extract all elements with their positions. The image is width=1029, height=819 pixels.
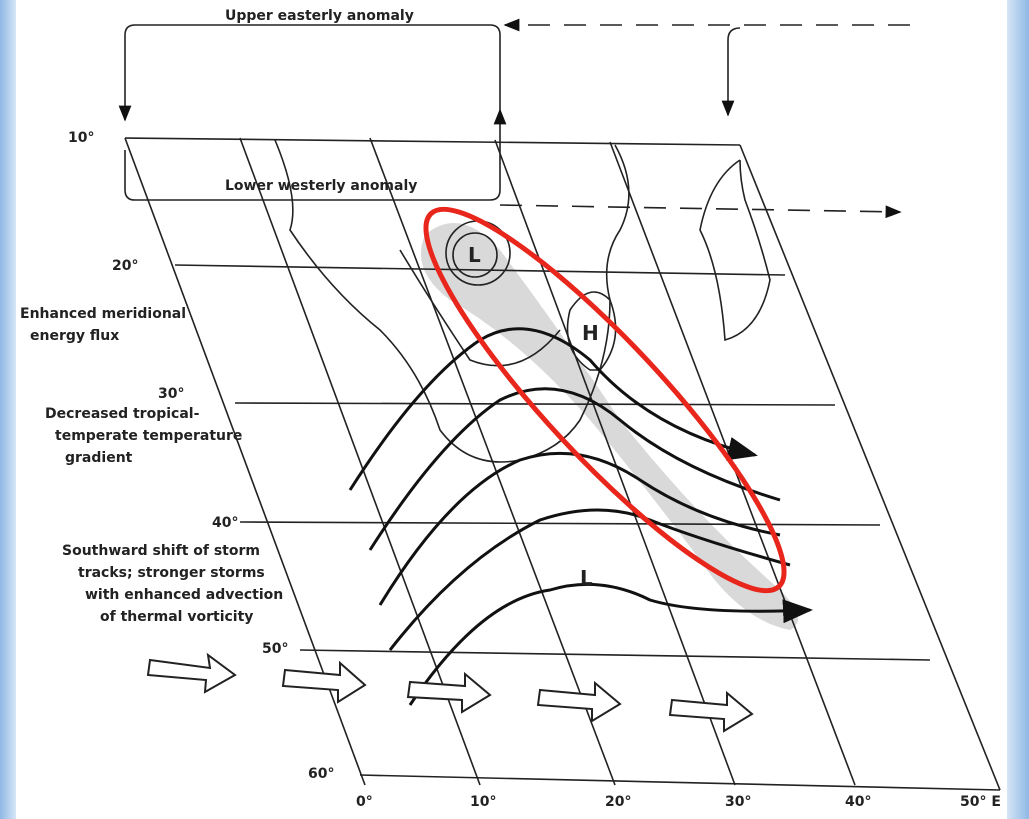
- lat-label: 50°: [262, 641, 288, 657]
- flow-label: Upper easterly anomaly: [225, 8, 414, 24]
- lon-label: 50° E: [960, 794, 1001, 810]
- lat-label: 10°: [68, 130, 94, 146]
- hollow-arrows: [148, 655, 752, 731]
- annotation: Southward shift of storm tracks; stronge…: [62, 543, 288, 625]
- lon-label: 20°: [605, 794, 631, 810]
- lon-label: 30°: [725, 794, 751, 810]
- pressure-label: H: [582, 321, 599, 345]
- annotation: Enhanced meridional energy flux: [20, 306, 191, 344]
- lon-label: 10°: [470, 794, 496, 810]
- diagram: Upper easterly anomaly Lower westerly an…: [0, 0, 1029, 819]
- lat-label: 20°: [112, 258, 138, 274]
- flow-label: Lower westerly anomaly: [225, 178, 417, 194]
- pressure-label: L: [468, 243, 481, 267]
- lat-label: 60°: [308, 766, 334, 782]
- pressure-label: L: [580, 566, 593, 590]
- lat-label: 30°: [158, 386, 184, 402]
- lon-label: 0°: [356, 794, 373, 810]
- annotation: Decreased tropical- temperate temperatur…: [45, 406, 247, 466]
- page: Upper easterly anomaly Lower westerly an…: [0, 0, 1029, 819]
- lon-label: 40°: [845, 794, 871, 810]
- shading: [421, 223, 798, 630]
- lat-label: 40°: [212, 515, 238, 531]
